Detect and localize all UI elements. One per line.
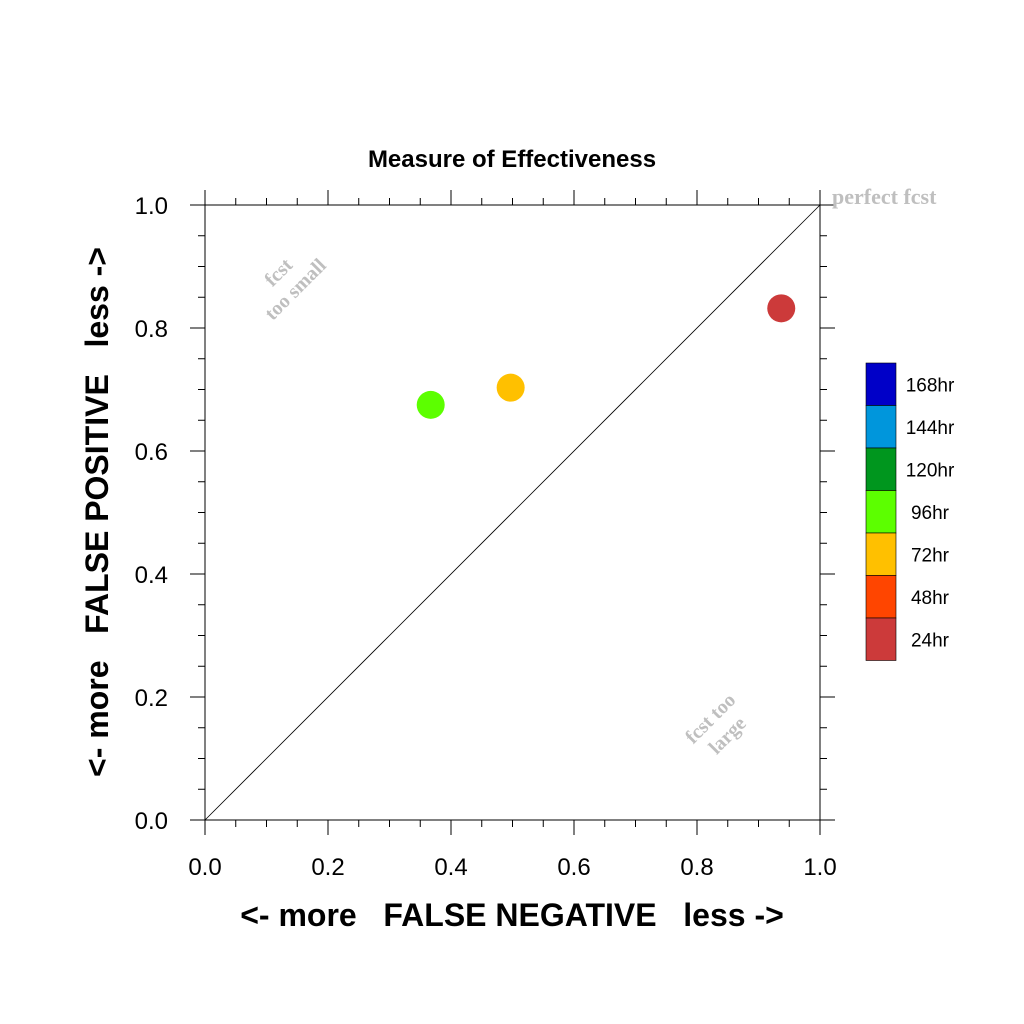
y-tick-label: 0.6 <box>135 439 168 466</box>
data-point-96hr <box>416 390 445 419</box>
x-tick-label: 0.8 <box>680 854 713 881</box>
y-tick-label: 0.4 <box>135 562 168 589</box>
y-tick-label: 1.0 <box>135 193 168 220</box>
legend: 168hr 144hr 120hr 96hr 72hr 48hr 24hr <box>865 362 955 661</box>
data-point-72hr <box>496 373 525 402</box>
legend-swatch-168hr <box>865 362 897 406</box>
legend-swatch-48hr <box>865 575 897 619</box>
legend-swatch-144hr <box>865 405 897 449</box>
legend-label-96hr: 96hr <box>911 503 950 524</box>
x-tick-label: 0.6 <box>557 854 590 881</box>
legend-label-72hr: 72hr <box>911 545 950 566</box>
legend-swatch-72hr <box>865 532 897 576</box>
annotation-too-small: fcst too small <box>260 254 331 325</box>
legend-label-24hr: 24hr <box>911 630 950 651</box>
legend-label-168hr: 168hr <box>906 375 955 396</box>
annotation-too-large: fcst too large <box>681 689 751 759</box>
legend-swatch-24hr <box>865 617 897 661</box>
legend-label-120hr: 120hr <box>906 460 955 481</box>
data-points <box>416 294 796 419</box>
y-tick-label: 0.8 <box>135 316 168 343</box>
legend-label-144hr: 144hr <box>906 418 955 439</box>
x-tick-label: 1.0 <box>803 854 836 881</box>
data-point-24hr <box>767 294 796 323</box>
diagonal-reference-line <box>204 204 821 821</box>
legend-label-48hr: 48hr <box>911 588 950 609</box>
legend-swatch-120hr <box>865 447 897 491</box>
axis-ticks <box>190 190 835 835</box>
annotation-perfect-fcst: perfect fcst <box>832 184 937 209</box>
chart-title: Measure of Effectiveness <box>368 146 656 173</box>
x-tick-label: 0.4 <box>434 854 467 881</box>
tick-labels: 0.0 0.2 0.4 0.6 0.8 1.0 0.0 0.2 0.4 0.6 0.8 1.0 <box>135 193 837 881</box>
x-tick-label: 0.2 <box>311 854 344 881</box>
legend-swatch-96hr <box>865 490 897 534</box>
y-tick-label: 0.2 <box>135 685 168 712</box>
x-axis-label: <- more FALSE NEGATIVE less -> <box>240 897 784 933</box>
y-axis-label: <- more FALSE POSITIVE less -> <box>79 247 115 777</box>
y-tick-label: 0.0 <box>135 808 168 835</box>
x-tick-label: 0.0 <box>188 854 221 881</box>
